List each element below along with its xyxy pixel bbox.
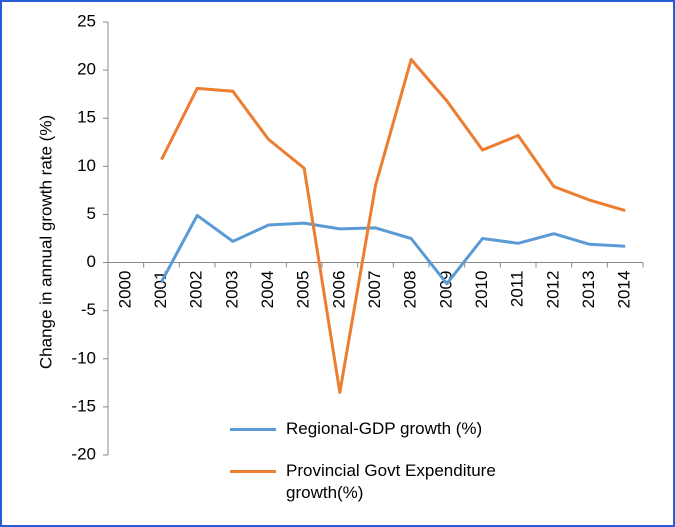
line-series bbox=[160, 213, 626, 286]
legend-item: Provincial Govt Expenditure growth(%) bbox=[230, 460, 566, 504]
x-tick-label: 2005 bbox=[294, 271, 313, 309]
y-tick-label: 20 bbox=[77, 60, 96, 79]
y-tick-label: 15 bbox=[77, 108, 96, 127]
x-tick-label: 2004 bbox=[258, 271, 277, 309]
legend-label: Provincial Govt Expenditure growth(%) bbox=[286, 461, 496, 502]
y-tick-label: 5 bbox=[87, 204, 96, 223]
x-tick-label: 2003 bbox=[222, 271, 241, 309]
x-tick-label: 2002 bbox=[187, 271, 206, 309]
y-tick-label: 0 bbox=[87, 252, 96, 271]
y-tick-label: -10 bbox=[71, 348, 96, 367]
legend-label: Regional-GDP growth (%) bbox=[286, 419, 483, 438]
x-tick-label: 2011 bbox=[508, 271, 527, 308]
y-tick-label: -15 bbox=[71, 396, 96, 415]
line-series bbox=[160, 58, 626, 394]
x-tick-label: 2013 bbox=[579, 271, 598, 309]
x-tick-label: 2010 bbox=[472, 271, 491, 309]
x-tick-label: 2012 bbox=[543, 271, 562, 309]
x-tick-label: 2001 bbox=[151, 271, 170, 309]
x-tick-label: 2006 bbox=[329, 271, 348, 309]
y-tick-label: 25 bbox=[77, 11, 96, 30]
y-tick-label: -20 bbox=[71, 444, 96, 463]
y-axis-label: Change in annual growth rate (%) bbox=[36, 115, 55, 369]
legend-swatch bbox=[230, 470, 276, 473]
x-tick-label: 2014 bbox=[615, 271, 634, 309]
legend-swatch bbox=[230, 428, 276, 431]
x-tick-label: 2007 bbox=[365, 271, 384, 309]
y-tick-label: -5 bbox=[81, 300, 96, 319]
x-tick-label: 2008 bbox=[401, 271, 420, 309]
x-tick-label: 2000 bbox=[115, 271, 134, 309]
legend-item: Regional-GDP growth (%) bbox=[230, 418, 566, 440]
y-tick-label: 10 bbox=[77, 156, 96, 175]
